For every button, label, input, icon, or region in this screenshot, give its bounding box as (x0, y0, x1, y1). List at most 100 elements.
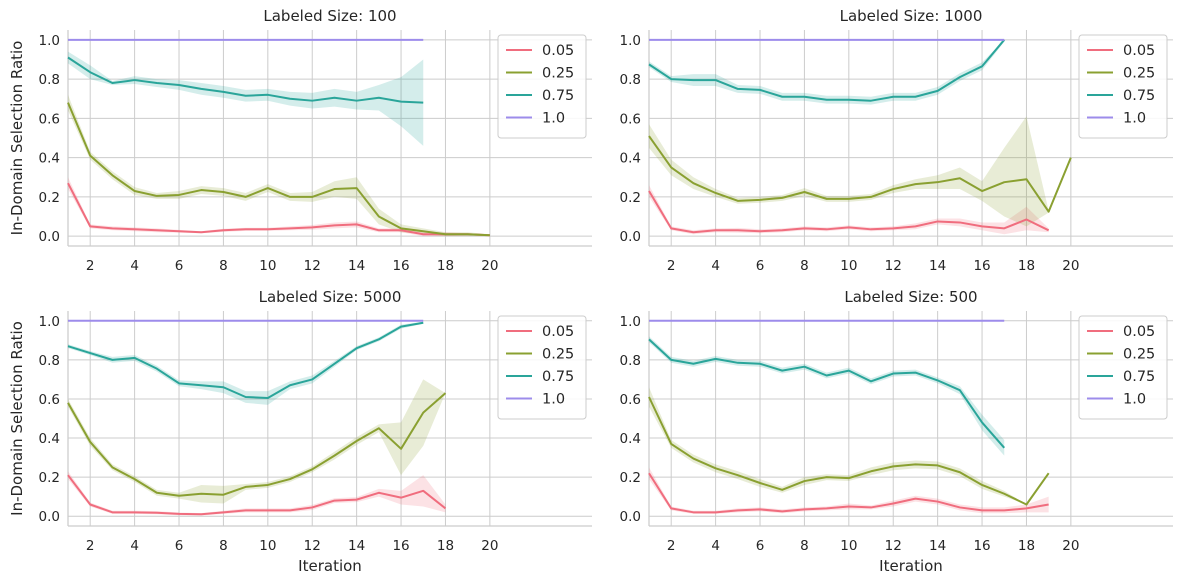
legend-label: 0.25 (1123, 66, 1155, 82)
x-tick-label: 6 (756, 538, 765, 554)
y-tick-label: 1.0 (39, 314, 60, 330)
x-tick-label: 16 (392, 538, 409, 554)
x-tick-label: 8 (219, 538, 228, 554)
x-tick-label: 4 (711, 258, 720, 274)
legend-box (1078, 34, 1168, 139)
x-tick-label: 4 (130, 258, 139, 274)
series-line-0-75 (648, 39, 1006, 102)
x-tick-label: 10 (259, 538, 276, 554)
x-tick-label: 18 (437, 538, 454, 554)
y-tick-label: 0.0 (620, 509, 641, 525)
y-tick-label: 0.8 (39, 72, 60, 88)
confidence-band-0-25 (649, 387, 1049, 505)
legend-label: 1.0 (542, 111, 565, 127)
series-line-0-75 (67, 321, 424, 399)
legend-label: 1.0 (1123, 111, 1146, 127)
chart-title: Labeled Size: 100 (263, 7, 396, 25)
series-line-0-05 (648, 472, 1049, 514)
y-tick-label: 0.4 (39, 151, 60, 167)
legend-label: 0.75 (542, 88, 574, 104)
legend-label: 0.25 (542, 66, 574, 82)
confidence-band-0-25 (649, 116, 1071, 227)
series-line-0-25 (648, 396, 1050, 506)
y-tick-label: 0.4 (620, 431, 641, 447)
y-tick-label: 0.4 (620, 151, 641, 167)
y-tick-label: 0.2 (39, 470, 60, 486)
series-line-0-75 (67, 56, 424, 104)
y-tick-label: 1.0 (620, 314, 641, 330)
confidence-band-0-75 (649, 39, 1005, 105)
legend-label: 1.0 (542, 392, 565, 408)
legend-box (1078, 315, 1168, 420)
x-tick-label: 12 (885, 258, 902, 274)
x-tick-label: 6 (756, 258, 765, 274)
y-tick-label: 0.0 (39, 229, 60, 245)
x-tick-label: 18 (437, 258, 454, 274)
legend-label: 0.75 (542, 369, 574, 385)
series-line-0-05 (648, 190, 1050, 234)
y-tick-label: 0.0 (39, 509, 60, 525)
x-tick-label: 20 (1062, 538, 1079, 554)
y-tick-label: 1.0 (620, 33, 641, 49)
x-tick-label: 16 (392, 258, 409, 274)
x-tick-label: 10 (259, 258, 276, 274)
x-axis-label: Iteration (879, 557, 943, 575)
x-tick-label: 18 (1018, 538, 1035, 554)
x-tick-label: 6 (175, 258, 184, 274)
legend-box (497, 34, 587, 139)
y-tick-label: 0.2 (620, 470, 641, 486)
y-tick-label: 0.6 (620, 111, 641, 127)
chart-panel: 2 4 6 8 10 12 14 16 18 20 0.0 0.2 0.4 0.6 0.8 1.0 Labele… (620, 288, 1173, 575)
confidence-band-0-05 (649, 467, 1049, 514)
y-tick-label: 0.2 (620, 190, 641, 206)
legend-label: 0.25 (542, 347, 574, 363)
chart-title: Labeled Size: 500 (844, 288, 977, 306)
series-line-0-25 (67, 392, 447, 497)
x-tick-label: 2 (86, 258, 95, 274)
x-tick-label: 12 (304, 538, 321, 554)
y-tick-label: 0.8 (39, 353, 60, 369)
legend-label: 0.05 (542, 324, 574, 340)
confidence-band-0-05 (68, 471, 446, 516)
x-tick-label: 14 (348, 538, 365, 554)
legend-label: 1.0 (1123, 392, 1146, 408)
x-tick-label: 14 (929, 538, 946, 554)
x-tick-label: 10 (840, 258, 857, 274)
confidence-band-0-75 (68, 51, 424, 146)
chart-title: Labeled Size: 1000 (840, 7, 983, 25)
legend-box (497, 315, 587, 420)
chart-panel: 2 4 6 8 10 12 14 16 18 20 0.0 0.2 0.4 0.6 0.8 1.0 Labele… (620, 7, 1173, 274)
y-tick-label: 0.6 (620, 392, 641, 408)
x-tick-label: 20 (481, 538, 498, 554)
x-tick-label: 20 (481, 258, 498, 274)
series-line-0-05 (67, 474, 447, 516)
x-tick-label: 14 (348, 258, 365, 274)
legend-label: 0.05 (1123, 324, 1155, 340)
x-tick-label: 10 (840, 538, 857, 554)
x-tick-label: 18 (1018, 258, 1035, 274)
legend-label: 0.05 (542, 43, 574, 59)
chart-title: Labeled Size: 5000 (259, 288, 402, 306)
x-tick-label: 4 (130, 538, 139, 554)
legend-label: 0.75 (1123, 369, 1155, 385)
y-tick-label: 0.8 (620, 353, 641, 369)
x-tick-label: 12 (885, 538, 902, 554)
series-line-0-75 (648, 338, 1006, 449)
x-axis-label: Iteration (298, 557, 362, 575)
y-axis-label: In-Domain Selection Ratio (8, 321, 26, 516)
x-tick-label: 8 (219, 258, 228, 274)
y-tick-label: 0.6 (39, 392, 60, 408)
x-tick-label: 8 (800, 538, 809, 554)
y-tick-label: 0.0 (620, 229, 641, 245)
x-tick-label: 12 (304, 258, 321, 274)
x-tick-label: 2 (667, 538, 676, 554)
y-tick-label: 0.8 (620, 72, 641, 88)
legend-label: 0.75 (1123, 88, 1155, 104)
confidence-band-0-75 (68, 321, 424, 405)
x-tick-label: 14 (929, 258, 946, 274)
x-tick-label: 16 (973, 258, 990, 274)
x-tick-label: 4 (711, 538, 720, 554)
x-tick-label: 2 (86, 538, 95, 554)
legend-label: 0.25 (1123, 347, 1155, 363)
